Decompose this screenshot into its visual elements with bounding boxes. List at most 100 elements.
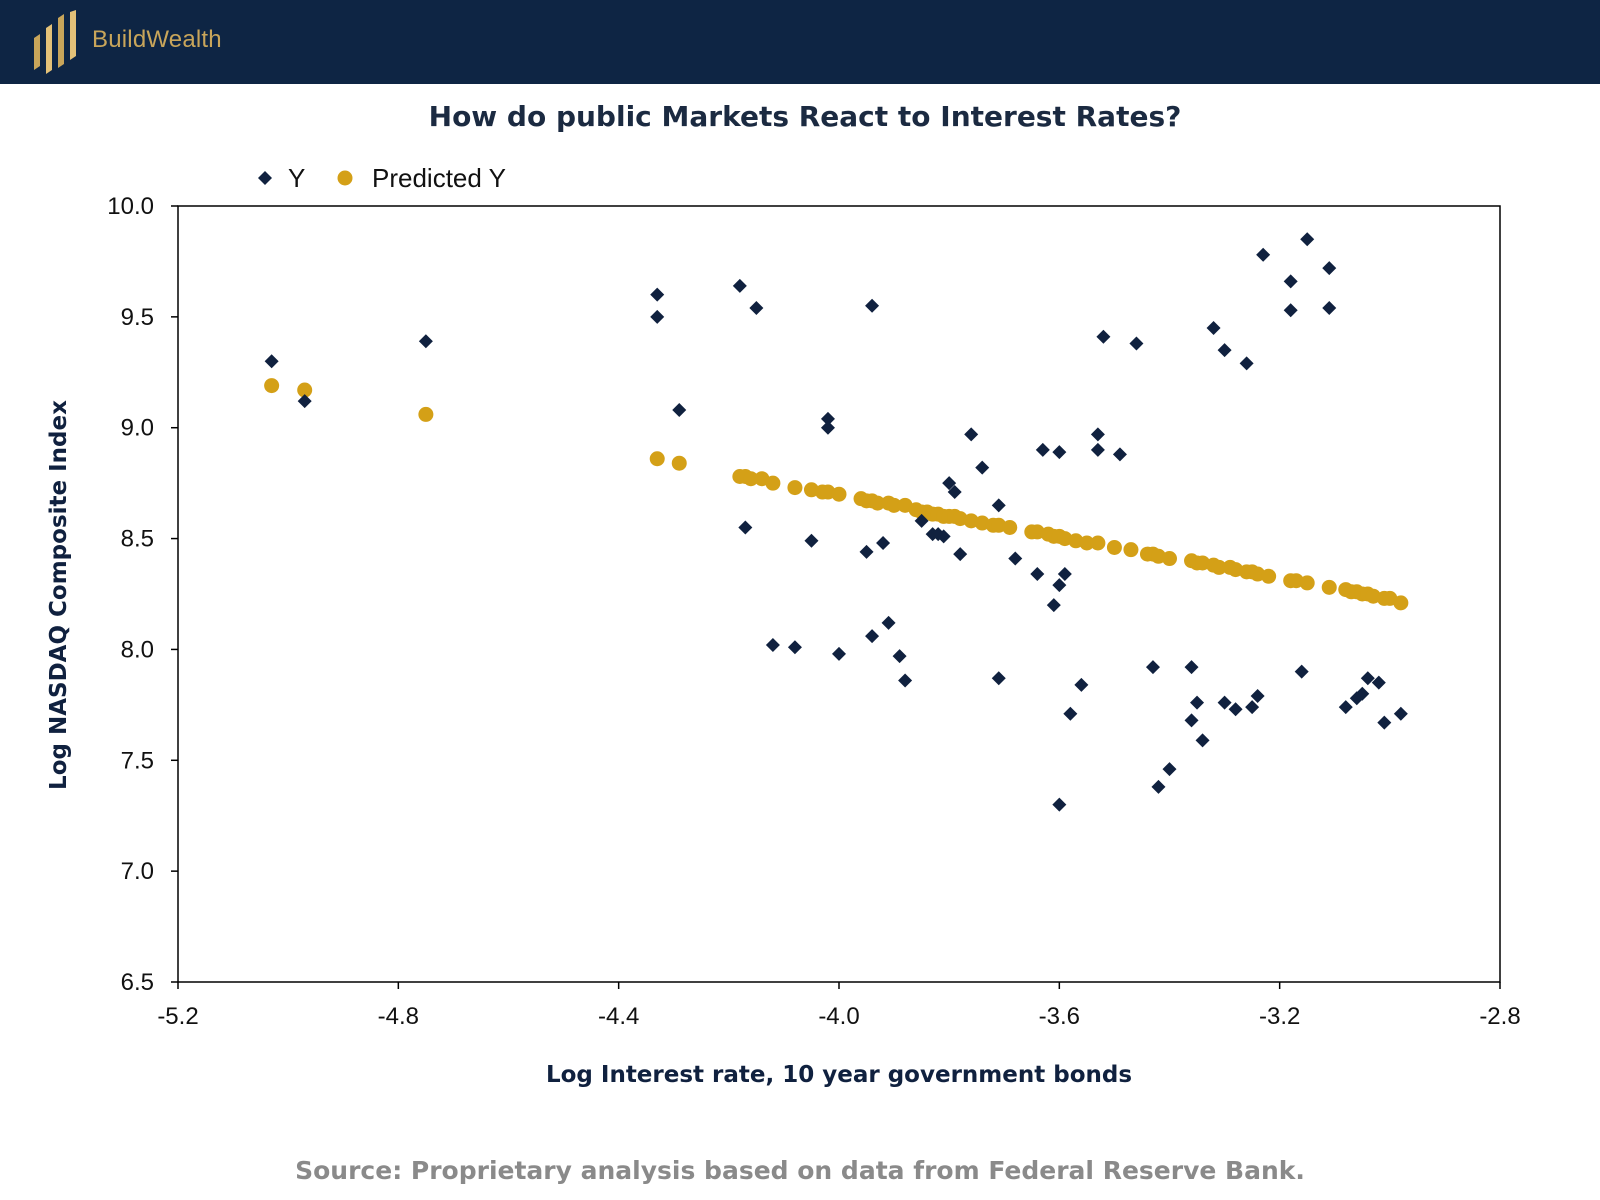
data-point-y	[1190, 695, 1205, 710]
data-point-y	[1322, 300, 1337, 315]
x-axis-label: Log Interest rate, 10 year government bo…	[546, 1062, 1132, 1088]
data-point-y	[1035, 442, 1050, 457]
data-point-y	[1206, 320, 1221, 335]
data-point-y	[738, 520, 753, 535]
data-point-y	[820, 411, 835, 426]
data-point-y	[1393, 706, 1408, 721]
y-tick-label: 8.5	[121, 526, 154, 553]
data-point-y	[1063, 706, 1078, 721]
plot-frame	[177, 205, 1501, 983]
data-point-predicted-y	[1211, 559, 1227, 575]
data-point-y	[1300, 232, 1315, 247]
data-point-y	[1195, 733, 1210, 748]
data-point-predicted-y	[831, 486, 847, 502]
data-point-predicted-y	[297, 382, 313, 398]
data-point-y	[964, 427, 979, 442]
y-tick-label: 7.5	[121, 747, 154, 774]
x-tick-label: -5.2	[157, 1003, 198, 1030]
data-point-y	[1074, 677, 1089, 692]
data-point-y	[914, 513, 929, 528]
data-point-y	[1184, 660, 1199, 675]
data-point-predicted-y	[671, 455, 687, 471]
data-point-predicted-y	[264, 378, 280, 394]
series-y	[264, 232, 1408, 812]
data-point-y	[1046, 598, 1061, 613]
data-point-y	[297, 394, 312, 409]
data-point-y	[264, 354, 279, 369]
data-point-predicted-y	[886, 497, 902, 513]
data-point-y	[1371, 675, 1386, 690]
data-point-y	[859, 544, 874, 559]
data-point-y	[820, 420, 835, 435]
data-point-y	[765, 637, 780, 652]
legend-marker-predicted-y	[337, 170, 353, 186]
data-point-y	[865, 298, 880, 313]
data-point-predicted-y	[649, 451, 665, 467]
x-tick-label: -3.6	[1039, 1003, 1080, 1030]
data-point-y	[1322, 261, 1337, 276]
data-point-y	[1283, 303, 1298, 318]
data-point-y	[1245, 700, 1260, 715]
data-point-y	[1145, 660, 1160, 675]
data-point-y	[991, 498, 1006, 513]
data-point-y	[1008, 551, 1023, 566]
series-predicted-y	[264, 378, 1409, 611]
bar-columns-logo-icon	[34, 10, 76, 74]
data-point-y	[418, 334, 433, 349]
data-point-predicted-y	[1002, 519, 1018, 535]
data-point-y	[1338, 700, 1353, 715]
data-point-y	[991, 671, 1006, 686]
data-point-y	[881, 615, 896, 630]
data-point-y	[1096, 329, 1111, 344]
x-tick-label: -4.0	[818, 1003, 859, 1030]
data-point-y	[804, 533, 819, 548]
data-point-y	[749, 300, 764, 315]
data-point-predicted-y	[1162, 551, 1177, 567]
y-tick-label: 9.5	[121, 304, 154, 331]
data-point-y	[1250, 688, 1265, 703]
data-point-predicted-y	[1393, 595, 1409, 611]
data-point-y	[1256, 247, 1271, 262]
y-tick-label: 6.5	[121, 969, 154, 996]
data-point-y	[1052, 578, 1067, 593]
data-point-predicted-y	[1079, 535, 1095, 551]
data-point-y	[953, 547, 968, 562]
data-point-y	[876, 536, 891, 551]
chart-title: How do public Markets React to Interest …	[428, 100, 1182, 133]
data-point-y	[1129, 336, 1144, 351]
data-point-y	[1217, 343, 1232, 358]
data-point-y	[947, 485, 962, 500]
legend-label-predicted-y: Predicted Y	[372, 163, 506, 193]
brand-name: BuildWealth	[92, 26, 222, 53]
data-point-y	[1294, 664, 1309, 679]
data-point-y	[1030, 567, 1045, 582]
legend-label-y: Y	[288, 163, 305, 193]
chart-marks	[264, 232, 1409, 812]
data-point-y	[1057, 567, 1072, 582]
data-point-y	[1283, 274, 1298, 289]
data-point-predicted-y	[870, 495, 886, 511]
y-axis-label: Log NASDAQ Composite Index	[46, 400, 72, 790]
data-point-predicted-y	[787, 480, 803, 496]
data-point-predicted-y	[1261, 568, 1277, 584]
data-point-predicted-y	[1090, 535, 1106, 551]
data-point-predicted-y	[418, 406, 434, 422]
data-point-y	[1239, 356, 1254, 371]
x-tick-label: -4.8	[378, 1003, 419, 1030]
legend: Y Predicted Y	[258, 163, 506, 193]
data-point-y	[975, 460, 990, 475]
y-tick-label: 8.0	[121, 636, 154, 663]
top-header-bar: BuildWealth	[0, 0, 1600, 84]
data-point-predicted-y	[765, 475, 781, 491]
data-point-y	[936, 529, 951, 544]
y-tick-label: 9.0	[121, 415, 154, 442]
data-point-y	[832, 646, 846, 661]
data-point-y	[1217, 695, 1232, 710]
y-tick-label: 10.0	[107, 193, 154, 220]
x-tick-label: -3.2	[1259, 1003, 1300, 1030]
source-note: Source: Proprietary analysis based on da…	[295, 1156, 1305, 1185]
data-point-y	[898, 673, 913, 688]
y-tick-label: 7.0	[121, 858, 154, 885]
data-point-y	[787, 640, 802, 655]
axes: -5.2 -4.8 -4.4 -4.0 -3.6 -3.2 -2.8 6.5 7.0 7.5 8.0…	[107, 193, 1520, 1030]
